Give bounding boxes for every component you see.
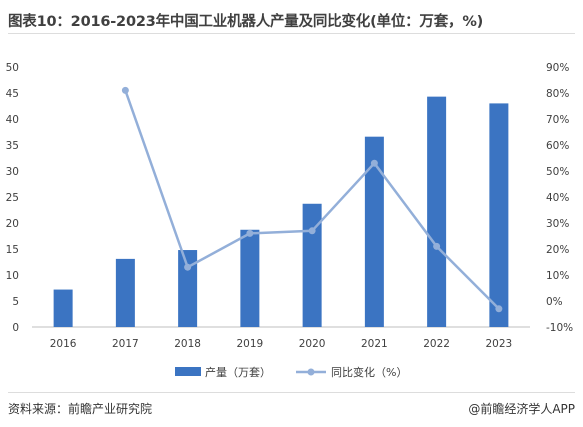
source-note: 资料来源：前瞻产业研究院: [8, 402, 153, 416]
bar-2021: [364, 136, 384, 327]
right-axis-tick-label: 80%: [546, 88, 569, 100]
chart-area: 0 5 10 15 20 25 30 35 40 45 50 -10% 0% 10% 20% 30% 40% 5…: [6, 62, 574, 379]
bar-2018: [178, 250, 198, 327]
right-axis: -10% 0% 10% 20% 30% 40% 50% 60% 70% 80% 90%: [546, 62, 573, 334]
left-axis-tick-label: 25: [6, 192, 19, 204]
title-divider: [8, 33, 575, 34]
x-tick-label: 2016: [50, 338, 77, 350]
x-axis: 2016 2017 2018 2019 2020 2021 2022 2023: [50, 338, 512, 350]
left-axis-tick-label: 50: [6, 62, 19, 74]
right-axis-tick-label: -10%: [546, 322, 573, 334]
legend-bar-label: 产量（万套）: [205, 365, 271, 379]
right-axis-tick-label: 60%: [546, 140, 569, 152]
yoy-point-2020: [308, 227, 316, 235]
legend-line-marker: [307, 368, 315, 376]
yoy-point-2022: [433, 242, 441, 250]
left-axis-tick-label: 0: [12, 322, 19, 334]
x-tick-label: 2018: [174, 338, 201, 350]
bar-2020: [302, 203, 322, 327]
left-axis-tick-label: 35: [6, 140, 19, 152]
x-tick-label: 2022: [423, 338, 450, 350]
credit-note: @前瞻经济学人APP: [468, 402, 575, 416]
x-tick-label: 2017: [112, 338, 139, 350]
right-axis-tick-label: 70%: [546, 114, 569, 126]
bar-2017: [115, 258, 135, 327]
yoy-point-2019: [246, 229, 254, 237]
left-axis-tick-label: 20: [6, 218, 19, 230]
yoy-point-2023: [495, 305, 503, 313]
yoy-point-2017: [121, 86, 129, 94]
x-tick-label: 2021: [361, 338, 388, 350]
bar-2022: [427, 96, 447, 327]
chart-title: 图表10：2016-2023年中国工业机器人产量及同比变化(单位：万套，%): [8, 14, 484, 30]
bar-2023: [489, 103, 509, 328]
left-axis-tick-label: 40: [6, 114, 19, 126]
right-axis-tick-label: 50%: [546, 166, 569, 178]
left-axis-tick-label: 45: [6, 88, 19, 100]
footer-divider: [8, 392, 575, 393]
legend-bar-swatch: [175, 367, 201, 376]
x-tick-label: 2023: [486, 338, 513, 350]
bar-series: [53, 96, 509, 328]
left-axis-tick-label: 5: [12, 296, 19, 308]
left-axis: 0 5 10 15 20 25 30 35 40 45 50: [6, 62, 19, 334]
line-series: [121, 86, 503, 313]
right-axis-tick-label: 20%: [546, 244, 569, 256]
x-tick-label: 2019: [237, 338, 264, 350]
right-axis-tick-label: 40%: [546, 192, 569, 204]
left-axis-tick-label: 30: [6, 166, 19, 178]
yoy-point-2018: [184, 263, 192, 271]
right-axis-tick-label: 90%: [546, 62, 569, 74]
x-tick-label: 2020: [299, 338, 326, 350]
legend: 产量（万套） 同比变化（%）: [175, 365, 407, 379]
legend-line-label: 同比变化（%）: [331, 365, 407, 379]
bar-2019: [240, 229, 260, 327]
right-axis-tick-label: 0%: [546, 296, 563, 308]
right-axis-tick-label: 10%: [546, 270, 569, 282]
left-axis-tick-label: 10: [6, 270, 19, 282]
left-axis-tick-label: 15: [6, 244, 19, 256]
right-axis-tick-label: 30%: [546, 218, 569, 230]
bar-2016: [53, 289, 73, 327]
yoy-point-2021: [370, 159, 378, 167]
